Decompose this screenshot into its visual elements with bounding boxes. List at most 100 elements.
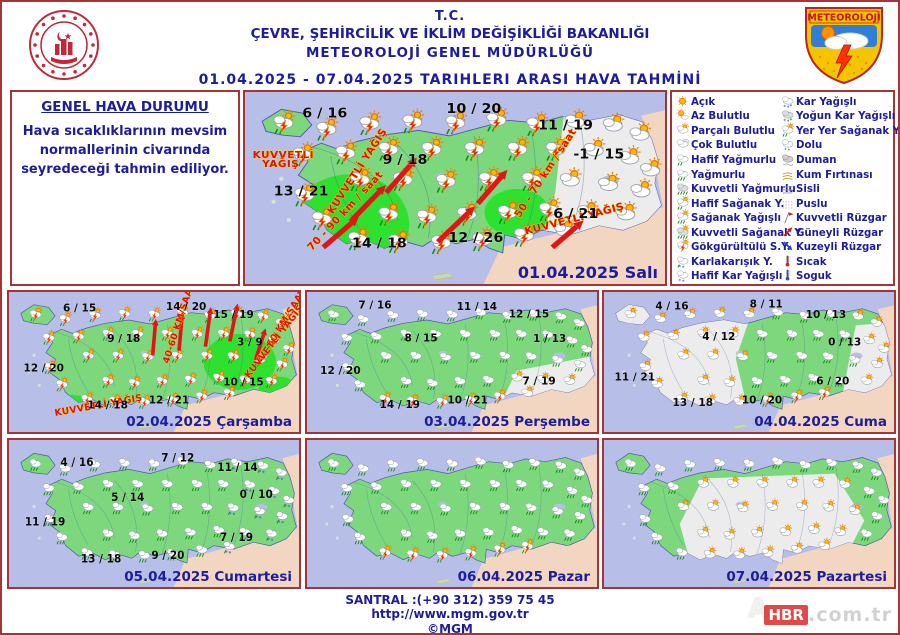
- rain-icon: [675, 166, 690, 185]
- hot-icon: [780, 253, 795, 272]
- legend-item-label: Kar Yağışlı: [796, 96, 857, 108]
- svg-text:0 / 13: 0 / 13: [828, 336, 861, 348]
- legend-item: Hafif Kar Yağışlı: [675, 270, 783, 285]
- scattered-shower-icon: [780, 122, 795, 141]
- general-weather-text: Hava sıcaklıklarının mevsim normallerini…: [21, 124, 229, 177]
- svg-text:7 / 16: 7 / 16: [358, 300, 391, 312]
- legend-item-label: Parçalı Bulutlu: [691, 125, 775, 137]
- legend-item: Kuvvetli Rüzgar: [780, 209, 898, 228]
- svg-text:11 / 14: 11 / 14: [217, 461, 258, 474]
- heavy-rain-icon: [675, 180, 690, 199]
- svg-text:11 / 21: 11 / 21: [615, 372, 656, 384]
- footer-website-link[interactable]: http://www.mgm.gov.tr: [371, 607, 529, 622]
- watermark-suffix: .com.tr: [807, 604, 892, 626]
- shower-icon: [675, 209, 690, 228]
- sun-icon: [675, 93, 690, 112]
- legend-item-label: Açık: [691, 96, 716, 108]
- legend-item: Yağmurlu: [675, 168, 780, 183]
- svg-text:8 / 11: 8 / 11: [750, 298, 783, 310]
- forecast-date-range: 01.04.2025 - 07.04.2025 TARIHLERI ARASI …: [198, 72, 702, 88]
- svg-text:4 / 16: 4 / 16: [655, 300, 688, 312]
- svg-text:7 / 19: 7 / 19: [220, 531, 253, 544]
- legend-item: Güneyli Rüzgar: [780, 226, 898, 241]
- legend-item: Kuvvetli Yağmurlu: [675, 180, 796, 199]
- svg-text:KUVVETLİ: KUVVETLİ: [253, 147, 314, 161]
- header-directorate-name: METEOROLOJİ GENEL MÜDÜRLÜĞÜ: [306, 45, 594, 61]
- legend-item: Gökgürültülü S.Y.: [675, 238, 791, 257]
- svg-text:9 / 18: 9 / 18: [382, 152, 427, 168]
- svg-text:5 / 14: 5 / 14: [111, 491, 145, 504]
- map-date-label: 02.04.2025 Çarşamba: [126, 414, 292, 430]
- svg-text:9 / 18: 9 / 18: [107, 333, 140, 345]
- svg-text:1 / 13: 1 / 13: [533, 333, 566, 345]
- svg-text:12 / 21: 12 / 21: [149, 394, 190, 406]
- legend-column-1: Açık Az Bulutlu Parçalı Bulutlu Çok Bulutlu…: [675, 95, 802, 285]
- svg-text:12 / 20: 12 / 20: [320, 365, 361, 377]
- svg-text:-1 / 15: -1 / 15: [573, 147, 624, 163]
- header-ministry-name: ÇEVRE, ŞEHİRCİLİK VE İKLİM DEĞİŞİKLİĞİ B…: [250, 26, 650, 42]
- svg-text:13 / 18: 13 / 18: [673, 397, 714, 409]
- svg-text:4 / 12: 4 / 12: [702, 331, 735, 343]
- legend-item: Az Bulutlu: [675, 107, 780, 126]
- meteoroloji-shield-logo: METEOROLOJİ: [798, 5, 890, 85]
- legend-item-label: Hafif Kar Yağışlı: [691, 271, 783, 283]
- legend-item-label: Güneyli Rüzgar: [796, 227, 884, 239]
- svg-text:11 / 14: 11 / 14: [457, 301, 498, 313]
- legend-item-label: Duman: [796, 154, 837, 166]
- strong-wind-icon: [780, 209, 795, 228]
- svg-text:9 / 20: 9 / 20: [151, 549, 185, 562]
- watermark-hbr-badge: HBR: [764, 605, 808, 625]
- footer-copyright: ©MGM: [427, 621, 473, 635]
- map-date-label: 05.04.2025 Cumartesi: [124, 569, 292, 585]
- cloudy-icon: [675, 136, 690, 155]
- legend-item-label: Hafif Sağanak Y.: [691, 198, 785, 210]
- forecast-map-sunday: 06.04.2025 Pazar: [305, 438, 599, 589]
- svg-text:6 / 16: 6 / 16: [302, 106, 347, 122]
- forecast-map-tuesday: KUVVETLİ YAĞIŞ KUVVETLİ YAĞIŞ 70 - 90 km / …: [243, 90, 667, 286]
- forecast-map-monday: 07.04.2025 Pazartesi: [602, 438, 896, 589]
- snow-icon: [780, 93, 795, 112]
- legend-item: Açık: [675, 95, 780, 110]
- legend-item-label: Sıcak: [796, 256, 827, 268]
- svg-text:11 / 19: 11 / 19: [538, 118, 593, 134]
- legend-item-label: Kuzeyli Rüzgar: [796, 242, 882, 254]
- svg-text:8 / 15: 8 / 15: [405, 332, 438, 344]
- svg-text:6 / 15: 6 / 15: [63, 302, 96, 314]
- legend-panel: Açık Az Bulutlu Parçalı Bulutlu Çok Bulutlu…: [670, 90, 898, 286]
- svg-text:10 / 15: 10 / 15: [223, 376, 264, 388]
- legend-item: Kuzeyli Rüzgar: [780, 240, 898, 255]
- svg-text:14 / 19: 14 / 19: [380, 399, 421, 411]
- svg-text:11 / 19: 11 / 19: [25, 515, 65, 528]
- legend-item: Sıcak: [780, 253, 898, 272]
- forecast-map-thursday: 7 / 16 11 / 14 12 / 15 8 / 15 1 / 13 12 / 20 7…: [305, 290, 599, 434]
- legend-item-label: Yağmurlu: [691, 169, 746, 181]
- legend-item-label: Soguk: [796, 271, 832, 283]
- thunderstorm-icon: [675, 238, 690, 257]
- legend-item-label: Karlakarışık Y.: [691, 256, 773, 268]
- heavy-snow-icon: [780, 107, 795, 126]
- sun-small-cloud-icon: [675, 107, 690, 126]
- svg-text:10 / 20: 10 / 20: [446, 101, 501, 117]
- legend-item: Sağanak Yağışlı: [675, 209, 781, 228]
- map-date-label: 03.04.2025 Perşembe: [424, 414, 590, 430]
- legend-item-label: Gökgürültülü S.Y.: [691, 242, 791, 254]
- map-date-label: 06.04.2025 Pazar: [457, 569, 590, 585]
- forecast-map-saturday: 4 / 16 7 / 12 11 / 14 5 / 14 0 / 10 11 / 19 7 …: [7, 438, 301, 589]
- svg-text:6 / 20: 6 / 20: [816, 376, 849, 388]
- legend-item-label: Kuvvetli Sağanak Y: [691, 227, 802, 239]
- legend-item-label: Yer Yer Sağanak Y.: [796, 125, 900, 137]
- map-date-label: 04.04.2025 Cuma: [754, 414, 887, 430]
- partly-cloudy-icon: [675, 122, 690, 141]
- legend-item-label: Sisli: [796, 184, 820, 196]
- forecast-map-friday: 4 / 16 8 / 11 10 / 13 4 / 12 0 / 13 11 / 21 6 …: [602, 290, 896, 434]
- svg-text:12 / 15: 12 / 15: [509, 308, 550, 320]
- smoke-icon: [780, 151, 795, 170]
- legend-item: Hafif Sağanak Y.: [675, 194, 784, 212]
- svg-text:12 / 20: 12 / 20: [24, 362, 65, 374]
- legend-item-label: Kuvvetli Yağmurlu: [691, 184, 796, 196]
- legend-item: Kuvvetli Sağanak Y: [675, 223, 802, 241]
- header-titles: T.C. ÇEVRE, ŞEHİRCİLİK VE İKLİM DEĞİŞİKL…: [142, 9, 758, 88]
- legend-item-label: Sağanak Yağışlı: [691, 213, 781, 225]
- svg-text:12 / 26: 12 / 26: [448, 230, 503, 246]
